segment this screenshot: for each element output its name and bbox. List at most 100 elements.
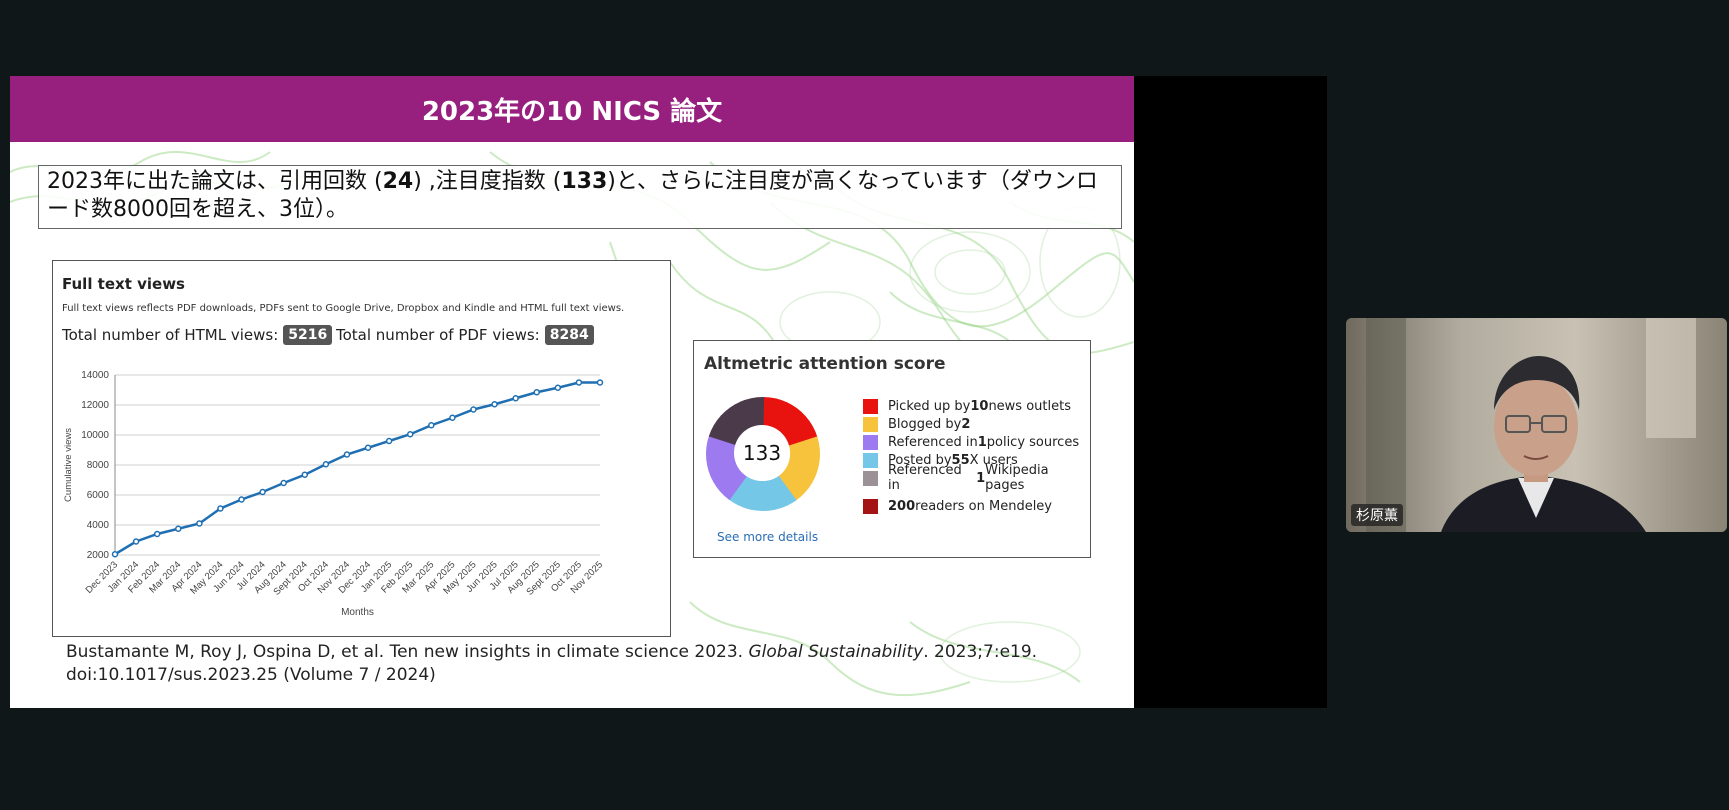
y-tick-label: 14000 [81,370,109,381]
data-point [111,551,119,558]
legend-wikipedia: Referenced in 1 Wikipedia pages [863,463,1090,493]
donut-segment [728,475,758,510]
data-point [406,431,414,438]
donut-segment [763,397,788,430]
citation: Bustamante M, Roy J, Ospina D, et al. Te… [66,641,1106,687]
legend-blogs: Blogged by 2 [863,415,1090,433]
participant-video-frame [1346,318,1727,532]
donut-segment [773,401,807,437]
citation-year: . 2023;7:e19. [923,642,1038,662]
citation-doi: doi:10.1017/sus.2023.25 (Volume 7 / 2024… [66,665,436,685]
legend-mendeley: 200 readers on Mendeley [863,497,1090,515]
data-point [280,479,287,487]
donut-segment [720,401,753,436]
legend-count: 1 [977,434,987,450]
y-tick-label: 6000 [87,490,110,501]
data-point [364,444,372,451]
citation-journal: Global Sustainability [748,642,924,662]
donut-segment [706,435,738,460]
donut-segment [778,467,813,501]
legend-count: 2 [961,416,971,432]
donut-segment [750,480,775,511]
donut-segment [708,415,744,446]
views-description: Full text views reflects PDF downloads, … [62,303,625,314]
legend-count: 55 [951,452,970,468]
data-point [512,395,519,402]
donut-segment [713,467,748,501]
y-axis-label: Cumulative views [63,428,74,502]
y-tick-label: 10000 [81,430,109,441]
donut-segment [786,456,820,484]
legend-swatch [863,498,878,514]
html-views-label: Total number of HTML views: [62,326,279,344]
attention-index: 133 [561,169,608,194]
legend-text: Referenced in [888,463,962,493]
donut-segment [783,415,818,447]
data-point [596,379,604,386]
data-point [533,389,540,396]
data-point [301,471,309,478]
data-point [385,437,393,445]
participant-video-tile[interactable]: 杉原薫 [1346,318,1727,532]
altmetric-legend: Picked up by 10 news outlets Blogged by … [863,397,1090,515]
legend-text: Referenced in [888,434,978,450]
legend-swatch [863,398,878,414]
series-line [114,381,600,556]
pdf-views-label: Total number of PDF views: [336,326,540,344]
data-point [153,530,161,538]
legend-count: 1 [976,470,986,486]
slide-header: 2023年の10 NICS 論文 [10,76,1134,142]
legend-text: Blogged by [888,416,962,432]
data-point [322,461,330,468]
pdf-views-total: Total number of PDF views: 8284 [336,325,594,345]
data-point [491,401,498,408]
x-axis-label: Months [341,607,374,618]
slide-title: 2023年の10 NICS 論文 [421,96,723,127]
donut-segment [706,456,740,483]
legend-count: 10 [970,398,989,414]
legend-text: news outlets [988,398,1071,414]
data-point [238,496,245,503]
data-point [259,488,266,496]
legend-text: Posted by [888,452,952,468]
legend-text: Picked up by [888,398,971,414]
y-tick-label: 2000 [87,550,110,561]
views-title: Full text views [62,275,185,293]
data-point [575,379,583,386]
html-views-badge: 5216 [283,325,333,345]
data-point [343,451,351,458]
y-tick-label: 12000 [81,400,109,411]
data-point [449,414,456,421]
pdf-views-badge: 8284 [544,325,594,345]
data-point [554,384,562,391]
legend-swatch [863,434,878,450]
y-tick-label: 4000 [87,520,110,531]
y-tick-label: 8000 [87,460,110,471]
data-point [175,525,182,532]
donut-segment [768,475,797,510]
legend-count: 200 [888,498,916,514]
see-more-details-link[interactable]: See more details [717,530,819,544]
citation-authors: Bustamante M, Roy J, Ospina D, et al. Te… [66,642,749,662]
legend-swatch [863,452,878,468]
slide-letterbox [1134,76,1327,708]
citation-count: 24 [382,169,414,194]
legend-text: Wikipedia pages [985,463,1049,493]
data-point [428,422,435,429]
presentation-slide: 2023年の10 NICS 論文 2023年に出た論文は、引用回数 (24) ,… [10,76,1134,708]
altmetric-score: 133 [734,425,790,481]
html-views-total: Total number of HTML views: 5216 [62,325,333,345]
legend-x-users: Posted by 55 X users [863,451,1090,469]
data-point [470,406,477,413]
data-point [217,505,224,512]
intro-text-part: ) ,注目度指数 ( [413,169,562,194]
data-point [196,520,203,527]
altmetric-donut [706,397,820,511]
donut-segment [788,436,820,462]
intro-text-part: )と、さらに注目度が高くなっています（ダウンロード数8000回を超え、3位）。 [47,169,1098,222]
legend-text: policy sources [986,434,1080,450]
legend-policy: Referenced in 1 policy sources [863,433,1090,451]
altmetric-title: Altmetric attention score [704,354,946,374]
legend-text: X users [969,452,1018,468]
